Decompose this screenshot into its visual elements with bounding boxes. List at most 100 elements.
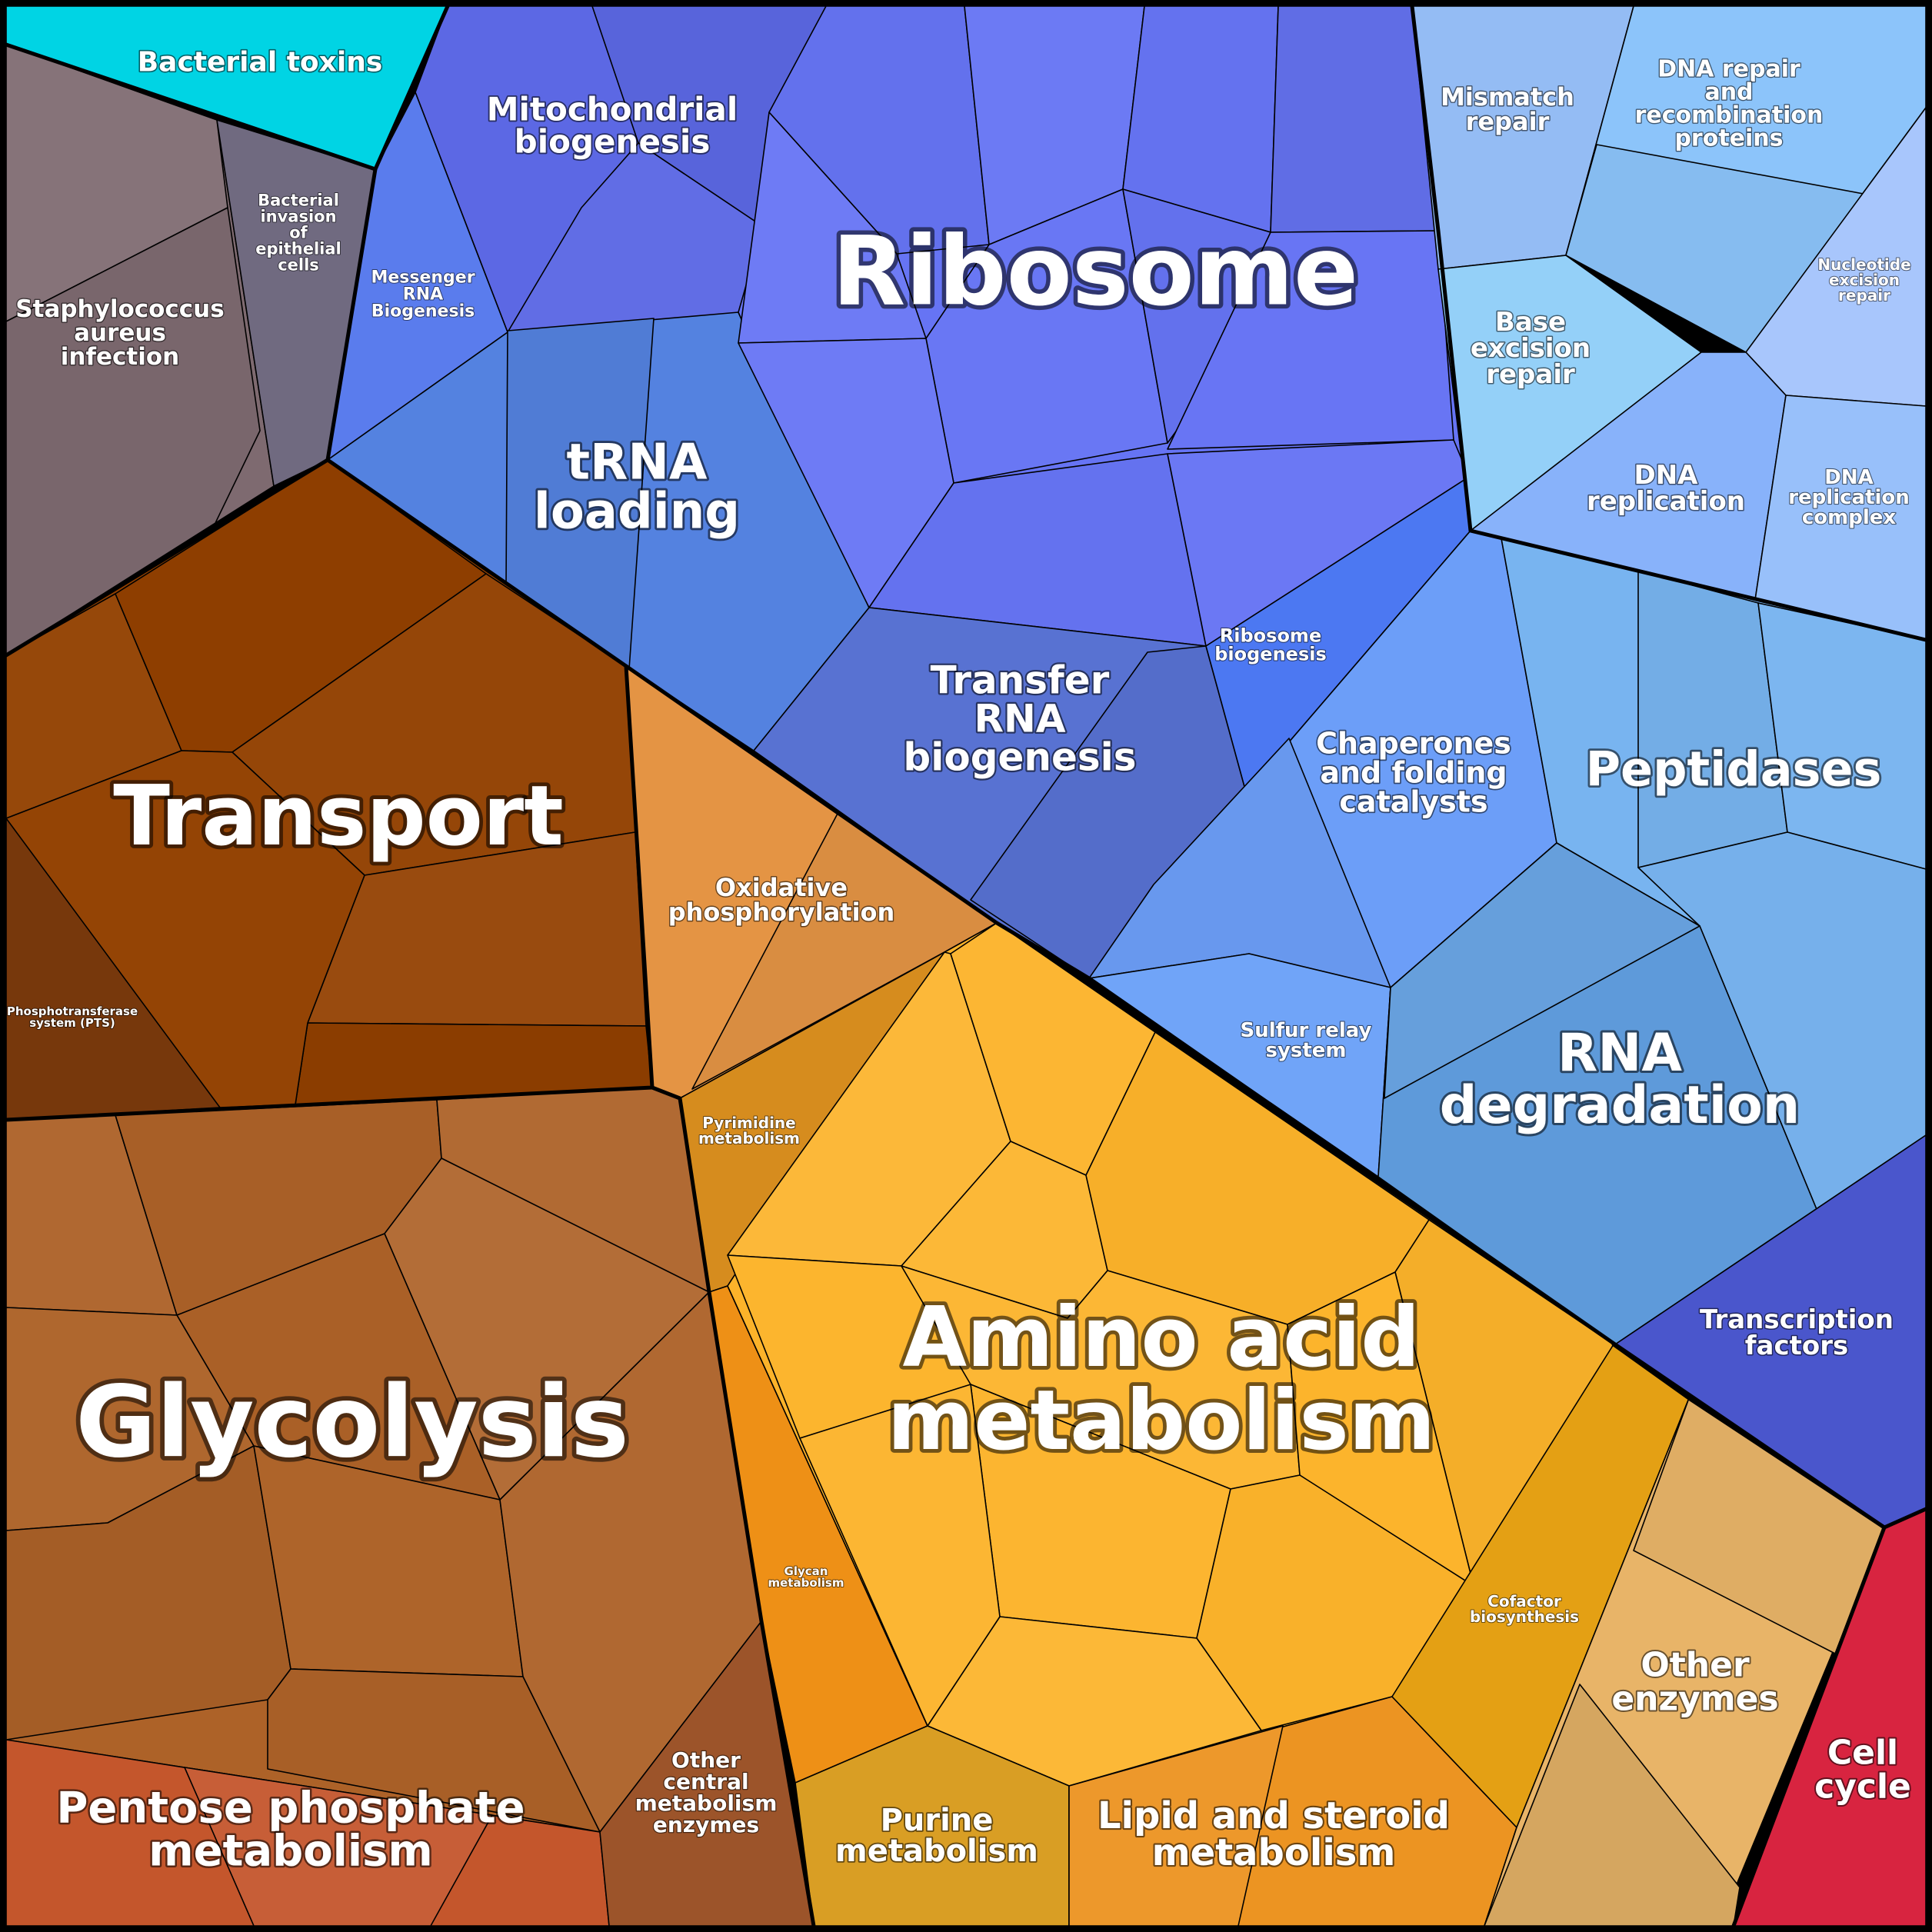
label-line: Bacterial toxins xyxy=(138,47,383,78)
label-peptidases: Peptidases xyxy=(1586,741,1882,798)
label-nucleotide-excision: Nucleotide excision repair xyxy=(1817,255,1910,305)
label-transfer-rna: Transfer RNA biogenesis xyxy=(903,658,1136,780)
label-line: proteins xyxy=(1674,125,1783,152)
label-line: Mismatch xyxy=(1441,82,1574,112)
label-mito: Mitochondrial biogenesis xyxy=(487,91,738,161)
region-trna-loading[interactable] xyxy=(327,311,870,751)
region-lipid-steroid-metabolism[interactable] xyxy=(1068,1696,1517,1927)
label-line: metabolism xyxy=(698,1129,800,1148)
label-line: Glycan xyxy=(784,1564,828,1578)
label-line: tRNA xyxy=(567,434,708,491)
label-line: central xyxy=(663,1769,748,1794)
label-line: enzymes xyxy=(1611,1679,1778,1718)
label-line: metabolism xyxy=(635,1790,778,1816)
label-line: metabolism xyxy=(1152,1831,1396,1874)
label-line: Biogenesis xyxy=(371,302,475,321)
label-line: repair xyxy=(1466,107,1550,136)
region-amino-acid-metabolism[interactable] xyxy=(727,922,1614,1787)
label-line: Other xyxy=(671,1747,741,1773)
label-line: Pyrimidine xyxy=(702,1114,795,1132)
label-amino-acid: Amino acid metabolism xyxy=(888,1290,1436,1469)
label-line: RNA xyxy=(1557,1023,1682,1084)
region-glycolysis[interactable] xyxy=(5,1087,762,1833)
region-dna-repair-recombination[interactable] xyxy=(1565,5,1927,353)
label-dna-repair: DNA repair and recombination proteins xyxy=(1635,56,1824,152)
label-line: enzymes xyxy=(653,1812,759,1837)
label-line: metabolism xyxy=(148,1827,433,1877)
label-line: Base xyxy=(1495,307,1566,338)
label-line: phosphorylation xyxy=(668,898,895,927)
label-line: excision xyxy=(1829,271,1900,289)
label-line: Peptidases xyxy=(1586,741,1882,798)
label-messenger-rna: Messenger RNA Biogenesis xyxy=(371,268,475,321)
label-line: DNA xyxy=(1634,460,1699,491)
label-line: recombination xyxy=(1635,102,1824,129)
region-mitochondrial-biogenesis[interactable] xyxy=(415,5,827,338)
label-line: loading xyxy=(534,483,740,540)
region-other-enzymes[interactable] xyxy=(1484,1397,1885,1927)
label-oxphos: Oxidative phosphorylation xyxy=(668,873,895,927)
label-line: Messenger xyxy=(371,268,475,288)
label-line: Nucleotide xyxy=(1817,255,1910,274)
label-line: system (PTS) xyxy=(29,1016,115,1030)
label-line: repair xyxy=(1486,359,1575,390)
label-staphylococcus: Staphylococcus aureus infection xyxy=(15,295,224,371)
label-sulfur-relay: Sulfur relay system xyxy=(1241,1019,1372,1062)
label-chaperones: Chaperones and folding catalysts xyxy=(1316,726,1511,818)
label-glycan: Glycan metabolism xyxy=(768,1564,844,1590)
label-line: Purine xyxy=(881,1803,994,1838)
label-line: biogenesis xyxy=(1214,643,1327,665)
label-line: epithelial xyxy=(255,239,341,258)
label-transport: Transport xyxy=(113,768,564,864)
label-bacterial-invasion: Bacterial invasion of epithelial cells xyxy=(255,191,341,274)
label-line: replication xyxy=(1788,486,1910,509)
label-rna-degradation: RNA degradation xyxy=(1440,1023,1800,1136)
label-line: biogenesis xyxy=(903,735,1136,780)
label-line: degradation xyxy=(1440,1075,1800,1136)
label-lipid: Lipid and steroid metabolism xyxy=(1098,1794,1450,1874)
label-line: Phosphotransferase xyxy=(7,1004,138,1018)
label-line: catalysts xyxy=(1339,784,1487,818)
label-ribosome-biogenesis: Ribosome biogenesis xyxy=(1214,625,1327,665)
region-ribosome[interactable] xyxy=(738,5,1470,647)
label-line: Cofactor xyxy=(1487,1592,1561,1611)
region-peptidases[interactable] xyxy=(1501,538,1927,1217)
label-other-central: Other central metabolism enzymes xyxy=(635,1747,778,1837)
label-line: system xyxy=(1265,1039,1346,1062)
region-transport[interactable] xyxy=(5,459,653,1121)
region-pentose-phosphate[interactable] xyxy=(5,1739,610,1927)
label-line: RNA xyxy=(974,697,1065,741)
label-cell-cycle: Cell cycle xyxy=(1814,1733,1911,1806)
label-line: biogenesis xyxy=(515,123,711,161)
label-line: and folding xyxy=(1320,755,1507,789)
label-line: infection xyxy=(61,343,179,371)
label-base-excision: Base excision repair xyxy=(1471,307,1591,390)
label-line: metabolism xyxy=(888,1373,1436,1469)
label-line: Ribosome xyxy=(832,216,1358,327)
label-line: metabolism xyxy=(835,1834,1038,1869)
label-line: invasion xyxy=(260,207,336,225)
label-line: metabolism xyxy=(768,1576,844,1590)
label-line: biosynthesis xyxy=(1470,1607,1579,1626)
label-transcription: Transcription factors xyxy=(1700,1304,1894,1361)
label-cofactor: Cofactor biosynthesis xyxy=(1470,1592,1579,1626)
label-glycolysis: Glycolysis xyxy=(75,1365,629,1480)
label-line: RNA xyxy=(403,285,443,305)
label-line: Ribosome xyxy=(1220,625,1321,646)
label-line: Mitochondrial xyxy=(487,91,738,128)
label-pts: Phosphotransferase system (PTS) xyxy=(7,1004,138,1030)
label-mismatch: Mismatch repair xyxy=(1441,82,1574,136)
label-line: and xyxy=(1704,79,1753,106)
label-line: Oxidative xyxy=(715,873,848,902)
label-dna-replication-complex: DNA replication complex xyxy=(1788,466,1910,529)
label-line: cycle xyxy=(1814,1767,1911,1806)
label-line: Lipid and steroid xyxy=(1098,1794,1450,1837)
label-line: of xyxy=(289,223,308,242)
label-bacterial-toxins: Bacterial toxins xyxy=(138,47,383,78)
region-rna-degradation[interactable] xyxy=(1377,842,1927,1345)
label-line: excision xyxy=(1471,333,1591,364)
label-line: factors xyxy=(1745,1331,1849,1361)
